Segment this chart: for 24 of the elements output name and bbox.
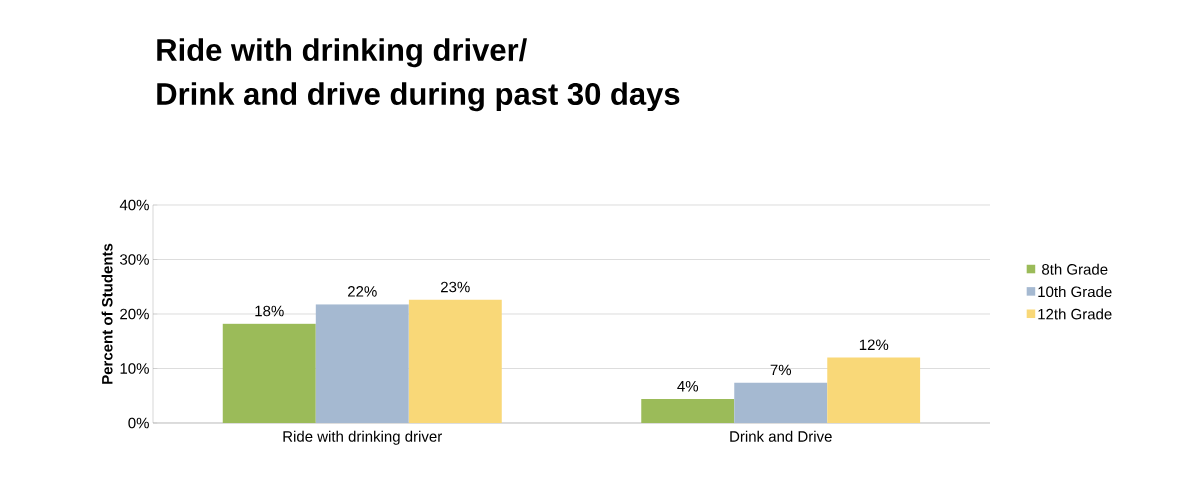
legend-label: 10th Grade [1038, 286, 1112, 298]
y-tick-label: 20% [120, 308, 149, 320]
chart-title: Ride with drinking driver/ Drink and drive during past 30 days [157, 38, 680, 112]
y-tick-label: 40% [119, 199, 149, 211]
bar [315, 304, 409, 423]
bar [641, 399, 735, 423]
bar [222, 323, 316, 423]
y-tick-label: 0% [128, 417, 149, 429]
legend-label: 12th Grade [1038, 308, 1112, 320]
data-label: 18% [255, 305, 284, 317]
bar [408, 299, 502, 423]
y-tick-label: 30% [120, 254, 149, 265]
x-tick-label: Drink and Drive [730, 430, 832, 442]
data-label: 12% [859, 339, 889, 351]
y-axis-title: Percent of Students [101, 243, 113, 384]
data-label: 4% [677, 381, 699, 392]
y-tick-label: 10% [120, 363, 149, 374]
data-label: 22% [348, 286, 377, 297]
bar [734, 382, 828, 423]
legend-label: 8th Grade [1042, 263, 1108, 275]
bar [827, 357, 921, 423]
data-label: 23% [441, 281, 470, 293]
data-label: 7% [770, 364, 792, 376]
x-tick-label: Ride with drinking driver [283, 430, 442, 445]
